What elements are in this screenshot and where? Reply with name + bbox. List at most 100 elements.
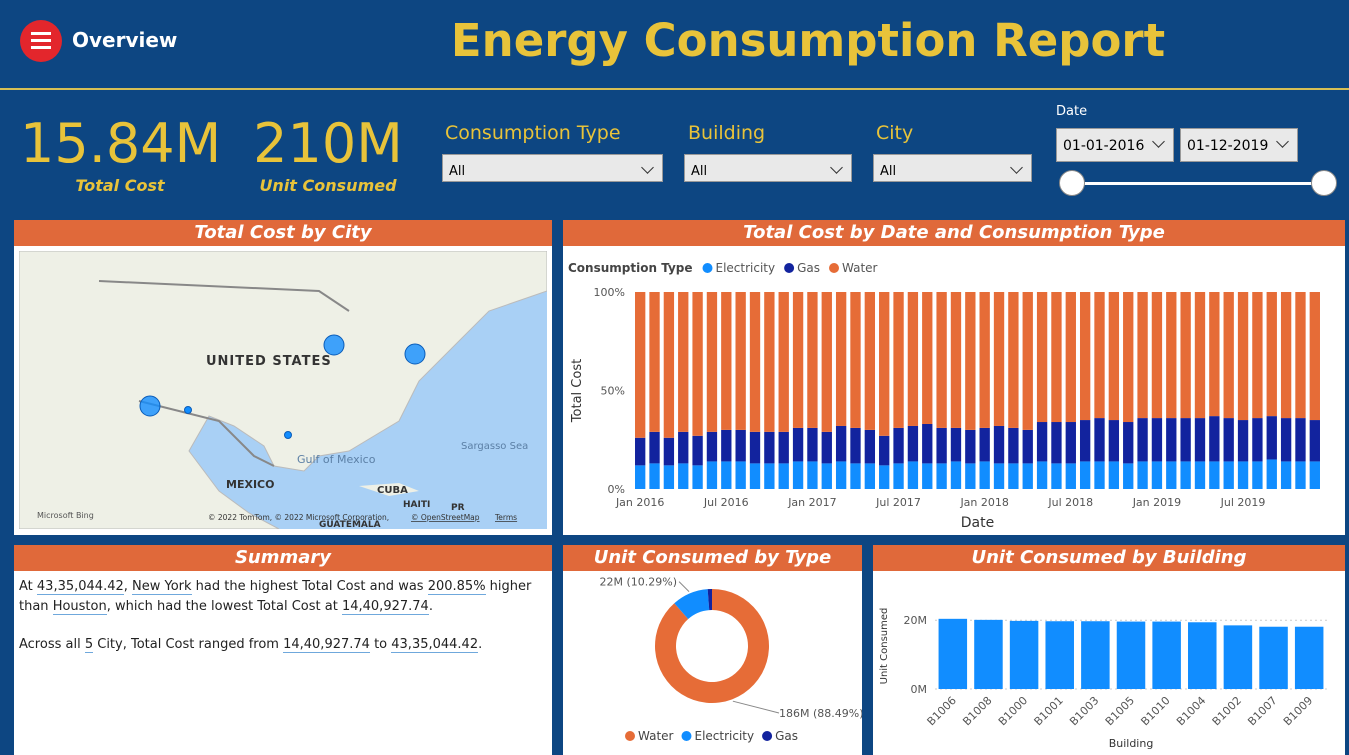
bar-segment	[835, 425, 847, 462]
bar-segment	[1022, 292, 1033, 430]
bar	[1009, 620, 1039, 689]
map-attribution: © 2022 TomTom, © 2022 Microsoft Corporat…	[208, 513, 389, 522]
bar-segment	[835, 461, 847, 489]
legend-marker	[784, 263, 795, 273]
bar-segment	[1295, 292, 1306, 419]
summary-text: ,	[123, 579, 133, 594]
bar-segment	[1194, 292, 1206, 419]
bar-segment	[807, 292, 818, 428]
slider-handle[interactable]	[1311, 170, 1337, 196]
date-end[interactable]: 01-12-2019	[1180, 128, 1298, 162]
bar-segment	[922, 463, 933, 489]
bar-segment	[993, 425, 1005, 464]
summary-text: At	[19, 579, 37, 594]
header: Overview Energy Consumption Report	[0, 0, 1349, 90]
leader-line	[732, 700, 780, 714]
filter-label: Building	[688, 122, 766, 144]
map-label: GUATEMALA	[319, 520, 381, 529]
bar-segment	[965, 292, 976, 430]
bar-segment	[1280, 418, 1292, 462]
bar-segment	[1051, 463, 1062, 489]
bar-segment	[749, 292, 761, 432]
bar-segment	[1065, 292, 1076, 423]
summary-text: to	[369, 637, 392, 652]
bar-segment	[879, 435, 890, 466]
legend-label: Water	[638, 729, 674, 743]
panel-title: Unit Consumed by Type	[563, 545, 862, 571]
summary-text: .	[428, 599, 433, 614]
bar-segment	[692, 435, 703, 466]
bar-segment	[1094, 292, 1105, 419]
bar-segment	[678, 292, 689, 432]
map[interactable]: UNITED STATES Gulf of Mexico MEXICO CUBA…	[19, 251, 547, 529]
date-slider[interactable]	[1072, 182, 1324, 185]
bar-segment	[764, 431, 775, 464]
bar-segment	[864, 292, 876, 430]
filter-dropdown[interactable]: All	[684, 154, 852, 182]
bar-segment	[1252, 418, 1263, 462]
bar-segment	[1252, 292, 1263, 419]
bar-segment	[907, 461, 919, 489]
bar-segment	[1309, 420, 1320, 462]
bar-segment	[1223, 418, 1234, 462]
bar-segment	[1151, 461, 1163, 489]
bar-segment	[706, 292, 718, 432]
x-tick-label: Jan 2018	[959, 496, 1008, 509]
bar	[1045, 621, 1074, 689]
bar-segment	[1180, 461, 1191, 489]
bar-segment	[1280, 292, 1292, 419]
menu-label[interactable]: Overview	[72, 28, 178, 52]
bar-segment	[1223, 461, 1234, 489]
y-tick-label: 100%	[594, 286, 625, 299]
bar-segment	[1151, 418, 1163, 462]
data-label: 22M (10.29%)	[600, 576, 678, 589]
bar-segment	[1209, 416, 1220, 462]
x-tick-label: B1010	[1138, 694, 1172, 728]
bar-segment	[1295, 461, 1306, 489]
bar-segment	[907, 425, 919, 462]
map-attribution[interactable]: © OpenStreetMap	[411, 513, 480, 522]
bar-segment	[922, 423, 933, 464]
bar-segment	[850, 427, 861, 464]
leader-line	[678, 581, 690, 593]
bar-segment	[835, 292, 847, 426]
legend-label: Water	[842, 261, 878, 275]
bar-segment	[1194, 418, 1206, 462]
bar	[1081, 621, 1110, 689]
bar-segment	[1094, 461, 1105, 489]
summary-panel: Summary At 43,35,044.42, New York had th…	[14, 545, 552, 755]
summary-text: At 43,35,044.42, New York had the highes…	[19, 577, 544, 673]
legend-marker	[762, 731, 773, 741]
y-axis-title: Unit Consumed	[879, 608, 890, 685]
bar-segment	[807, 427, 818, 462]
y-tick-label: 0%	[608, 483, 625, 496]
bar-segment	[850, 463, 861, 489]
bar-segment	[1309, 461, 1320, 489]
bar-segment	[936, 427, 947, 464]
bar-segment	[1108, 461, 1120, 489]
x-tick-label: Jul 2017	[875, 496, 921, 509]
bar-segment	[1237, 292, 1249, 421]
bar-segment	[1123, 463, 1134, 489]
x-tick-label: Jan 2017	[787, 496, 836, 509]
summary-paragraph: Across all 5 City, Total Cost ranged fro…	[19, 635, 544, 655]
donut-slice	[707, 589, 712, 611]
x-tick-label: Jul 2016	[703, 496, 749, 509]
filter-dropdown[interactable]: All	[873, 154, 1032, 182]
donut-slice	[674, 589, 710, 620]
panel-title: Unit Consumed by Building	[873, 545, 1345, 571]
bar-segment	[1036, 292, 1048, 423]
x-tick-label: B1009	[1281, 694, 1315, 728]
menu-button[interactable]	[20, 20, 62, 62]
filter-dropdown[interactable]: All	[442, 154, 663, 182]
bar-segment	[864, 429, 876, 464]
map-terms[interactable]: Terms	[494, 513, 517, 522]
bar-segment	[893, 292, 904, 428]
bar-segment	[678, 431, 689, 464]
slider-handle[interactable]	[1059, 170, 1085, 196]
bar	[974, 619, 1003, 689]
date-start[interactable]: 01-01-2016	[1056, 128, 1174, 162]
map-label: MEXICO	[226, 478, 274, 491]
bar-segment	[1065, 463, 1076, 489]
panel-title: Total Cost by City	[14, 220, 552, 246]
